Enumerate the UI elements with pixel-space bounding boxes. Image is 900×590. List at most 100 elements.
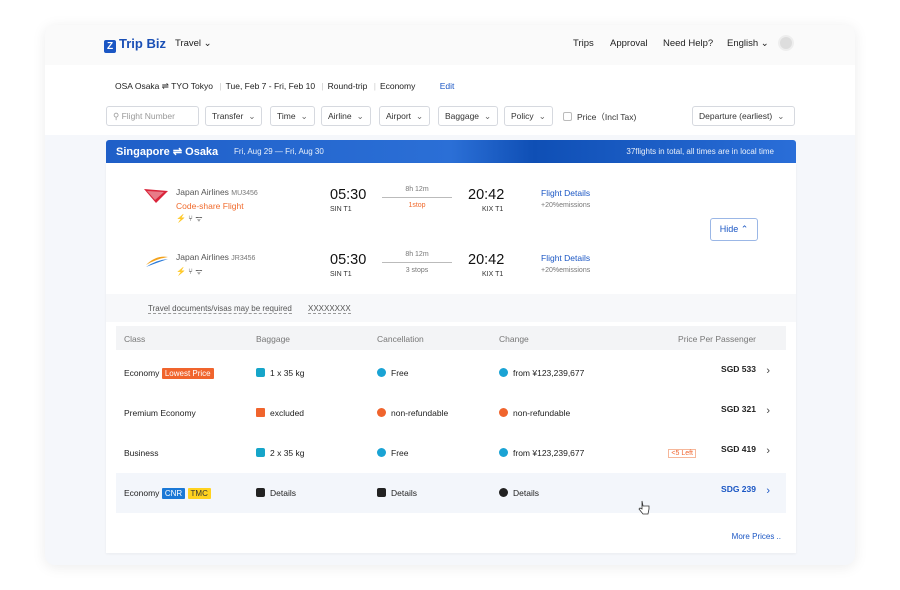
filter-label: Time xyxy=(277,111,296,121)
sort-select[interactable]: Departure (earliest) ⌄ xyxy=(692,106,795,126)
trip-type: Round-trip xyxy=(327,81,368,91)
codeshare: Code-share Flight xyxy=(176,201,244,211)
route-line xyxy=(382,197,452,198)
column-header: Price Per Passenger xyxy=(678,334,756,344)
fare-class: Economy xyxy=(124,368,160,378)
filter[interactable]: Policy ⌄ xyxy=(504,106,553,126)
language-text: English xyxy=(727,38,759,49)
language[interactable]: English ⌄ xyxy=(727,38,769,49)
notice-value: XXXXXXXX xyxy=(308,304,351,314)
emissions: +20%emissions xyxy=(541,202,591,209)
notice-bar xyxy=(106,294,796,322)
sort-label: Departure (earliest) xyxy=(699,111,773,121)
fare-tag: Lowest Price xyxy=(161,368,214,379)
column-header: Class xyxy=(124,334,146,344)
app-window: Z Trip Biz Travel ⌄ Trips Approval Need H… xyxy=(45,25,855,565)
fare-row[interactable]: Economy CNR TMC Details Details Details … xyxy=(116,473,786,513)
cabin: Economy xyxy=(379,81,416,91)
route-to: TYO Tokyo xyxy=(171,81,214,91)
arrive-airport: KIX T1 xyxy=(482,206,504,213)
column-header: Cancellation xyxy=(377,334,424,344)
airline-logo xyxy=(146,256,168,267)
arrive-airport: KIX T1 xyxy=(482,271,504,278)
flight-code: JR3456 xyxy=(231,255,256,262)
arrive-time: 20:42 xyxy=(468,187,505,203)
fare-header xyxy=(116,326,786,350)
hide-button[interactable]: Hide ⌃ xyxy=(710,218,758,241)
amenities: ⚡ ⑂ ᯤ xyxy=(176,267,203,276)
baggage: 1 x 35 kg xyxy=(270,368,305,378)
banner-from: Singapore xyxy=(116,146,170,158)
flight-number-input[interactable]: ⚲ Flight Number xyxy=(106,106,199,126)
cancellation: Free xyxy=(391,368,409,378)
fare-row[interactable]: Premium Economy excluded non-refundable … xyxy=(124,404,770,418)
fare-class: Premium Economy xyxy=(124,408,196,418)
menu[interactable]: Travel ⌄ xyxy=(175,38,212,49)
edit-link[interactable]: Edit xyxy=(439,81,455,91)
duration: 8h 12m xyxy=(405,186,429,193)
results-card: Japan Airlines MU3456 Code-share Flight … xyxy=(106,163,796,553)
column-header: Baggage xyxy=(256,334,291,344)
fare-class: Economy xyxy=(124,488,160,498)
flight-details-link[interactable]: Flight Details xyxy=(541,253,591,263)
cancellation: Free xyxy=(391,448,409,458)
filter-label: Transfer xyxy=(212,111,244,121)
flight-details-link[interactable]: Flight Details xyxy=(541,188,591,198)
filter[interactable]: Baggage ⌄ xyxy=(438,106,499,126)
fare-class: Business xyxy=(124,448,159,458)
airline: Japan Airlines xyxy=(176,252,229,262)
menu-text: Travel xyxy=(175,38,202,49)
baggage: 2 x 35 kg xyxy=(270,448,305,458)
airline-logo xyxy=(144,189,168,203)
route-from: OSA Osaka xyxy=(115,81,160,91)
banner-dates: Fri, Aug 29 — Fri, Aug 30 xyxy=(234,147,324,156)
change: from ¥123,239,677 xyxy=(513,368,585,378)
change: non-refundable xyxy=(513,408,571,418)
route-banner: Singapore ⇌ Osaka Fri, Aug 29 — Fri, Aug… xyxy=(106,140,796,163)
nav-link[interactable]: Trips xyxy=(573,38,594,49)
fare-row[interactable]: Business 2 x 35 kg Free from ¥123,239,67… xyxy=(124,444,770,458)
airline: Japan Airlines xyxy=(176,187,229,197)
avatar[interactable] xyxy=(778,35,794,51)
checkbox-label: Price（Incl Tax) xyxy=(577,112,637,122)
change[interactable]: Details xyxy=(513,488,539,498)
price-checkbox[interactable]: Price（Incl Tax) xyxy=(563,111,636,123)
stops: 3 stops xyxy=(405,267,429,274)
route-line xyxy=(382,262,452,263)
hide-label: Hide xyxy=(719,224,739,234)
depart-time: 05:30 xyxy=(330,252,367,268)
fare-tag: TMC xyxy=(187,488,211,499)
filter[interactable]: Airport ⌄ xyxy=(379,106,431,126)
fare-row[interactable]: Economy Lowest Price 1 x 35 kg Free from… xyxy=(124,364,770,379)
depart-time: 05:30 xyxy=(330,187,367,203)
price: SGD 321 xyxy=(721,404,756,414)
nav-link[interactable]: Approval xyxy=(610,38,648,49)
filter[interactable]: Transfer ⌄ xyxy=(205,106,263,126)
logo[interactable]: Z Trip Biz xyxy=(104,36,166,53)
depart-airport: SIN T1 xyxy=(330,206,352,213)
notice-text: Travel documents/visas may be required xyxy=(148,304,292,314)
stops: 1stop xyxy=(408,202,426,209)
header: Z Trip Biz Travel ⌄ Trips Approval Need H… xyxy=(45,25,855,65)
banner-to: Osaka xyxy=(185,146,219,158)
price: SGD 419 xyxy=(721,444,756,454)
filter-label: Baggage xyxy=(445,111,480,121)
column-header: Change xyxy=(499,334,529,344)
price: SDG 239 xyxy=(721,484,756,494)
duration: 8h 12m xyxy=(405,251,429,258)
placeholder: Flight Number xyxy=(121,111,175,121)
filter-label: Airline xyxy=(328,111,352,121)
nav-link[interactable]: Need Help? xyxy=(663,38,714,49)
baggage[interactable]: Details xyxy=(270,488,296,498)
search-summary: OSA Osaka ⇌ TYO Tokyo | Tue, Feb 7 - Fri,… xyxy=(115,81,455,91)
cancellation: non-refundable xyxy=(391,408,449,418)
more-prices-link[interactable]: More Prices .. xyxy=(731,532,781,541)
price: SGD 533 xyxy=(721,364,756,374)
change: from ¥123,239,677 xyxy=(513,448,585,458)
cancellation[interactable]: Details xyxy=(391,488,417,498)
banner-note: 37flights in total, all times are in loc… xyxy=(626,147,774,156)
filter[interactable]: Airline ⌄ xyxy=(321,106,371,126)
filter-label: Airport xyxy=(386,111,412,121)
filter[interactable]: Time ⌄ xyxy=(270,106,315,126)
